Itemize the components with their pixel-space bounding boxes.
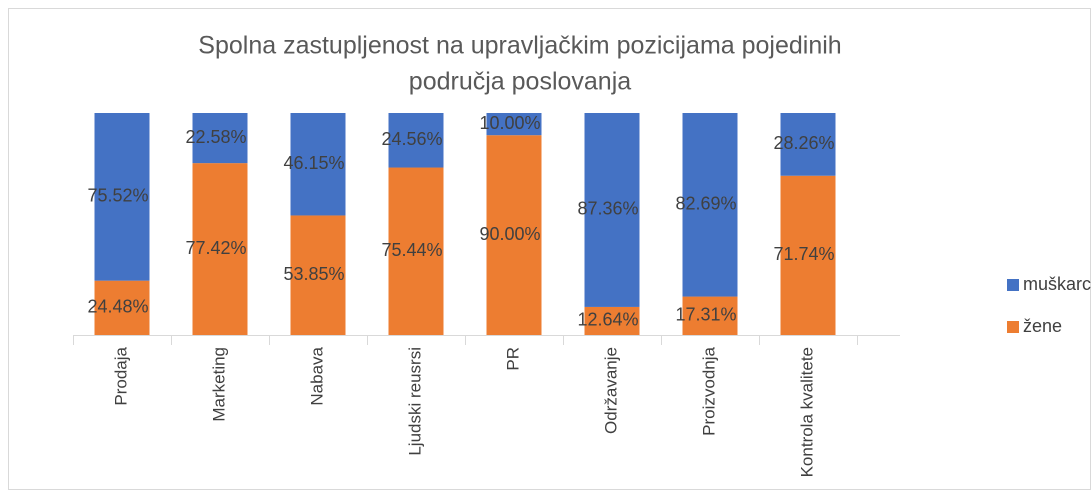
value-label: 22.58% [185, 127, 246, 147]
bar-segment [290, 215, 346, 335]
chart-frame [8, 8, 1091, 490]
chart-title: Spolna zastupljenost na upravljačkim poz… [198, 32, 841, 60]
bar-segment [94, 113, 150, 281]
value-label: 12.64% [577, 310, 638, 330]
x-tick-label: Marketing [209, 347, 228, 422]
legend-label: žene [1023, 316, 1062, 336]
x-tick-label: Kontrola kvalitete [797, 347, 816, 477]
bar-segment [486, 135, 542, 335]
chart-title-line-2: područja poslovanja [409, 68, 631, 96]
value-label: 75.52% [87, 186, 148, 206]
bar-segment [780, 113, 836, 176]
x-tick-label: PR [503, 347, 522, 371]
value-label: 28.26% [773, 133, 834, 153]
bar-segment [584, 306, 640, 335]
value-label: 17.31% [675, 305, 736, 325]
x-tick-label: Nabava [307, 346, 326, 405]
bar-segment [584, 113, 640, 307]
value-label: 53.85% [283, 264, 344, 284]
bar-segment [682, 296, 738, 335]
legend-swatch [1007, 321, 1019, 333]
value-label: 87.36% [577, 199, 638, 219]
value-label: 46.15% [283, 153, 344, 173]
x-tick-label: Prodaja [111, 346, 130, 405]
value-label: 82.69% [675, 194, 736, 214]
value-label: 24.56% [381, 129, 442, 149]
bar-segment [388, 113, 444, 168]
value-label: 71.74% [773, 244, 834, 264]
value-label: 77.42% [185, 238, 246, 258]
bar-segment [290, 113, 346, 216]
bar-segment [486, 113, 542, 136]
x-tick-label: Održavanje [601, 347, 620, 434]
legend-swatch [1007, 279, 1019, 291]
bar-segment [388, 167, 444, 335]
x-tick-label: Proizvodnja [699, 346, 718, 435]
legend-label: muškarci [1023, 274, 1091, 294]
bar-segment [682, 113, 738, 297]
bar-segment [94, 280, 150, 335]
value-label: 90.00% [479, 224, 540, 244]
value-label: 75.44% [381, 240, 442, 260]
value-label: 10.00% [479, 113, 540, 133]
x-tick-label: Ljudski reusrsi [405, 347, 424, 456]
bar-segment [192, 113, 248, 164]
bar-segment [192, 163, 248, 335]
value-label: 24.48% [87, 297, 148, 317]
bar-segment [780, 175, 836, 335]
